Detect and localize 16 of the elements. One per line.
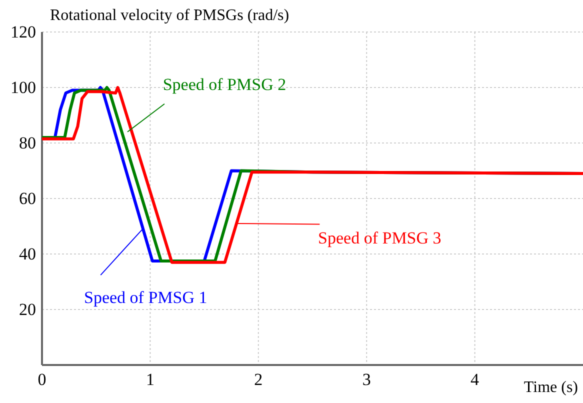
y-tick-label: 40 — [19, 244, 36, 264]
x-tick-label: 0 — [38, 370, 46, 390]
annotation: Speed of PMSG 2 — [162, 74, 286, 94]
annotation: Speed of PMSG 1 — [84, 288, 208, 308]
x-axis-title: Time (s) — [524, 379, 578, 396]
y-tick-label: 60 — [19, 188, 36, 208]
y-tick-label: 120 — [10, 22, 36, 42]
x-tick-label: 1 — [146, 370, 154, 390]
x-tick-label: 2 — [254, 370, 263, 390]
annotation: Speed of PMSG 3 — [318, 228, 442, 248]
y-tick-label: 20 — [19, 300, 36, 319]
y-axis-title: Rotational velocity of PMSGs (rad/s) — [50, 7, 290, 24]
y-tick-label: 80 — [19, 133, 36, 152]
y-tick-label: 100 — [10, 78, 36, 97]
x-tick-label: 3 — [362, 370, 371, 390]
x-tick-label: 4 — [470, 370, 480, 390]
